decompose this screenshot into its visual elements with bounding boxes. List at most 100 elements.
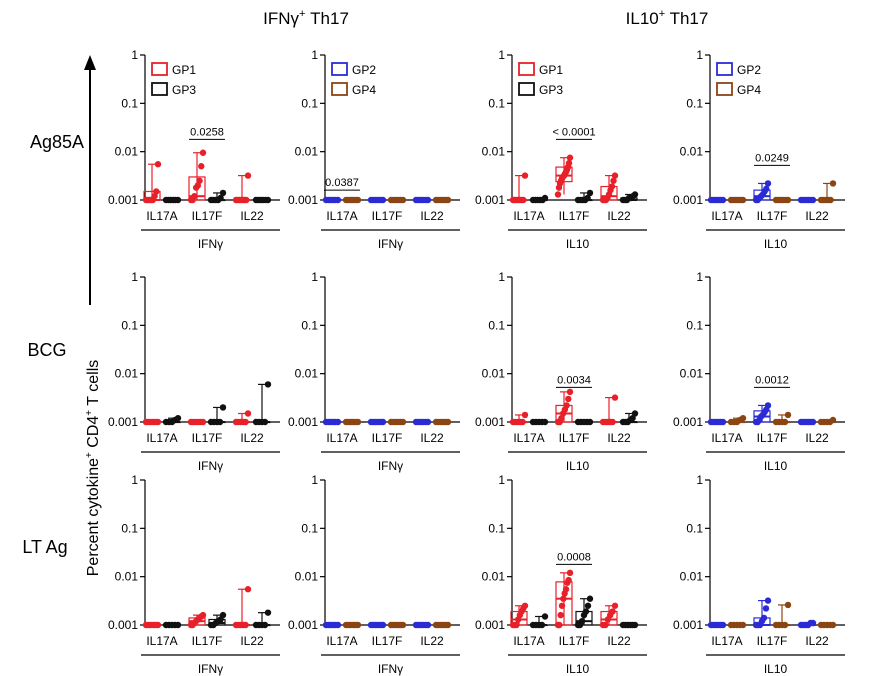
category-label: IL17A: [146, 634, 177, 648]
category-label: IL17A: [513, 431, 544, 445]
data-point: [154, 161, 162, 168]
data-point: [541, 418, 549, 426]
data-point: [444, 196, 452, 204]
y-tick-label: 1: [696, 270, 703, 284]
data-point: [521, 602, 529, 609]
y-tick-label: 0.001: [108, 415, 138, 429]
category-label: IL17F: [372, 634, 403, 648]
data-point: [582, 608, 590, 615]
legend-label: GP4: [352, 83, 376, 97]
category-label: IL22: [607, 209, 631, 223]
data-point: [829, 621, 837, 629]
data-point: [560, 595, 567, 602]
data-point: [609, 418, 616, 426]
data-point: [584, 602, 592, 609]
y-tick-label: 0.001: [108, 193, 138, 207]
panel-lt-ag-gp2-gp4: 1 0.1 0.01 0.001 IL17A IL17F IL22 IL10: [673, 473, 845, 676]
data-point: [261, 418, 269, 426]
data-point: [763, 185, 770, 193]
data-point: [764, 597, 772, 604]
data-point: [174, 196, 182, 204]
y-axis-label-part2: CD4: [85, 416, 102, 453]
legend-swatch: [151, 62, 168, 76]
data-point: [199, 418, 207, 426]
y-tick-label: 0.001: [673, 618, 703, 632]
data-point: [520, 196, 527, 204]
data-point: [242, 418, 249, 426]
y-tick-label: 1: [131, 473, 138, 487]
category-label: IL17A: [326, 431, 357, 445]
y-tick-label: 0.001: [673, 415, 703, 429]
data-point: [379, 621, 387, 629]
data-point: [760, 614, 768, 622]
data-point: [562, 586, 570, 593]
data-point: [586, 418, 594, 426]
y-tick-label: 1: [131, 48, 138, 62]
y-tick-label: 0.001: [288, 415, 318, 429]
panel-ag85a-gp1-gp3: 1 0.1 0.01 0.001 IL17A IL17F IL22 IFNγ GP1 GP3 0.0…: [108, 48, 280, 251]
y-tick-label: 0.001: [673, 193, 703, 207]
data-point: [602, 621, 609, 629]
data-point: [578, 617, 586, 625]
y-tick-label: 0.01: [680, 570, 704, 584]
legend-swatch: [518, 82, 535, 96]
row-label-lt-ag: LT Ag: [22, 537, 67, 557]
x-axis-label: IFNγ: [198, 237, 223, 251]
y-tick-label: 0.01: [482, 367, 506, 381]
box: [600, 610, 618, 626]
data-point: [584, 194, 591, 202]
box: [555, 581, 573, 626]
p-value-label: 0.0258: [190, 126, 224, 138]
data-point: [827, 196, 834, 204]
data-point: [631, 191, 639, 198]
box: [188, 176, 206, 201]
row-label-ag85a: Ag85A: [30, 132, 84, 152]
category-label: IL22: [420, 209, 444, 223]
data-point: [781, 418, 789, 426]
data-point: [609, 608, 616, 615]
y-tick-label: 1: [696, 48, 703, 62]
x-axis-label: IFNγ: [378, 662, 403, 676]
data-point: [264, 381, 272, 388]
legend-label: GP1: [172, 63, 196, 77]
y-tick-label: 0.1: [686, 521, 703, 535]
y-tick-label: 0.1: [121, 521, 138, 535]
data-point: [719, 418, 727, 426]
category-label: IL22: [607, 634, 631, 648]
data-point: [611, 602, 619, 609]
category-label: IL17A: [711, 431, 742, 445]
data-point: [513, 621, 520, 629]
panel-bcg-gp2-gp4: 1 0.1 0.01 0.001 IL17A IL17F IL22 IFNγ: [288, 270, 460, 473]
data-point: [565, 395, 572, 403]
data-point: [154, 418, 162, 426]
data-point: [631, 621, 639, 629]
panel-lt-ag-gp1-gp3: 1 0.1 0.01 0.001 IL17A IL17F IL22 IFNγ: [108, 473, 280, 676]
legend-swatch: [518, 62, 535, 76]
column-title-il10-th17: IL10+ Th17: [626, 8, 709, 28]
data-point: [784, 411, 792, 419]
category-label: IL17A: [326, 634, 357, 648]
data-point: [444, 418, 452, 426]
y-tick-label: 0.1: [488, 318, 505, 332]
data-point: [541, 613, 549, 620]
data-point: [191, 192, 198, 200]
legend-label: GP3: [539, 83, 563, 97]
data-point: [244, 410, 252, 417]
y-tick-label: 0.01: [115, 570, 139, 584]
column-title-1-tail: Th17: [305, 9, 348, 28]
y-tick-label: 0.01: [295, 570, 319, 584]
data-point: [781, 621, 789, 629]
x-axis-label: IL10: [764, 662, 788, 676]
y-tick-label: 0.001: [475, 193, 505, 207]
data-point: [219, 611, 227, 619]
y-tick-label: 0.1: [488, 96, 505, 110]
data-point: [379, 418, 387, 426]
category-label: IL17A: [326, 209, 357, 223]
data-point: [174, 414, 182, 422]
trend-arrow-head: [84, 55, 96, 70]
y-tick-label: 0.1: [301, 96, 318, 110]
y-axis-label-sup2: +: [84, 410, 95, 416]
y-tick-label: 1: [311, 270, 318, 284]
y-tick-label: 0.1: [686, 96, 703, 110]
